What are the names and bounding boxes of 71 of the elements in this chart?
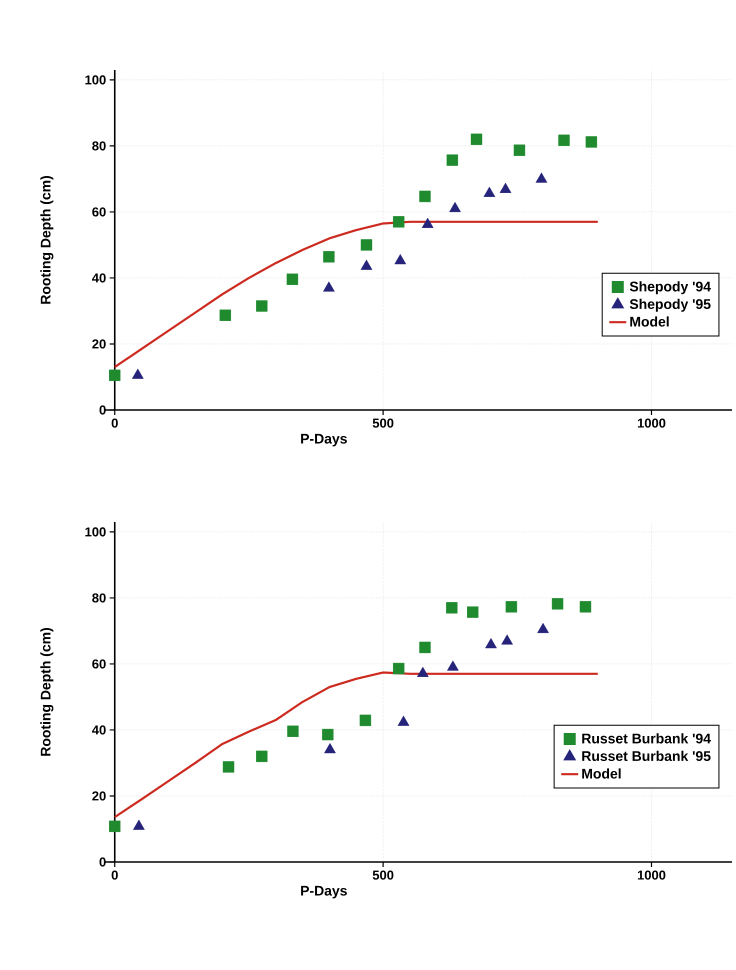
point	[109, 820, 120, 832]
point	[446, 154, 458, 166]
legend-label: Russet Burbank '95	[582, 750, 711, 762]
point	[220, 310, 232, 321]
point	[109, 370, 120, 382]
x-tick-label: 500	[372, 418, 394, 428]
point	[537, 622, 549, 634]
point	[419, 642, 431, 654]
y-tick-label: 80	[92, 593, 106, 602]
point	[586, 136, 598, 148]
y-tick-label: 80	[92, 141, 106, 150]
y-tick-label: 60	[92, 207, 106, 217]
point	[360, 714, 372, 726]
point	[398, 716, 410, 726]
point	[360, 260, 372, 270]
point	[360, 239, 372, 251]
x-axis-title: P-Days	[301, 434, 347, 446]
y-tick-label: 100	[85, 75, 106, 84]
y-axis-title: Rooting Depth (cm)	[40, 628, 54, 756]
point	[484, 186, 496, 197]
legend-label: Shepody '94	[630, 281, 711, 294]
point	[417, 666, 429, 677]
point	[419, 190, 431, 202]
point	[256, 300, 268, 312]
point	[394, 254, 406, 264]
point	[392, 216, 404, 228]
point	[558, 134, 570, 146]
y-tick-label: 0	[100, 405, 106, 415]
point	[322, 728, 334, 740]
point	[501, 634, 513, 645]
point	[500, 182, 512, 193]
y-axis-title: Rooting Depth (cm)	[40, 176, 54, 304]
x-tick-label: 1000	[638, 870, 666, 880]
point	[222, 761, 234, 773]
legend-label: Model	[630, 316, 669, 327]
legend-label: Shepody '95	[630, 298, 711, 312]
point	[449, 202, 461, 212]
point	[536, 172, 548, 183]
x-axis-title: P-Days	[301, 886, 347, 898]
y-tick-label: 0	[100, 857, 106, 867]
point	[470, 134, 482, 146]
point	[256, 750, 268, 762]
point	[132, 368, 144, 379]
y-tick-label: 100	[85, 527, 106, 536]
y-tick-label: 20	[92, 791, 106, 801]
y-tick-label: 20	[92, 339, 106, 349]
y-tick-label: 40	[92, 273, 106, 283]
point	[323, 281, 335, 292]
point	[467, 606, 478, 618]
y-tick-label: 60	[92, 659, 106, 669]
point	[422, 218, 434, 228]
point	[446, 602, 458, 614]
y-tick-label: 40	[92, 725, 106, 735]
point	[552, 598, 564, 610]
x-tick-label: 0	[112, 418, 118, 428]
point	[323, 251, 335, 263]
x-tick-label: 0	[112, 870, 118, 880]
legend-label: Model	[582, 768, 621, 779]
point	[514, 144, 526, 156]
point	[485, 638, 497, 648]
point	[133, 820, 145, 830]
x-tick-label: 1000	[638, 418, 666, 428]
legend-label: Russet Burbank '94	[582, 733, 711, 744]
x-tick-label: 500	[372, 870, 394, 880]
point	[286, 274, 298, 285]
point	[392, 662, 404, 674]
point	[324, 743, 336, 754]
point	[580, 601, 592, 613]
point	[506, 601, 518, 613]
point	[447, 660, 459, 671]
point	[287, 726, 299, 737]
